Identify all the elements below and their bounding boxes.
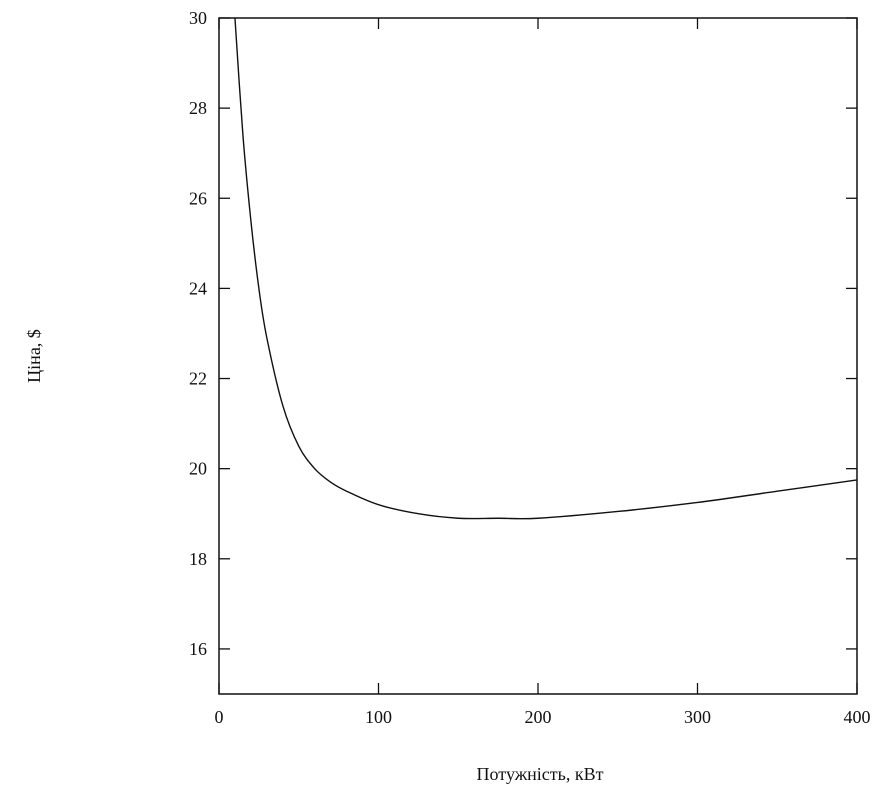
y-tick-label: 26 (189, 188, 207, 208)
x-tick-label: 200 (525, 707, 552, 727)
x-tick-label: 0 (215, 707, 224, 727)
y-tick-label: 24 (189, 278, 207, 298)
tick-labels: 0 100 200 300 400 16 18 20 22 24 26 28 30 (189, 8, 871, 727)
y-tick-label: 18 (189, 549, 207, 569)
y-tick-label: 22 (189, 369, 207, 389)
x-axis-label: Потужність, кВт (477, 764, 604, 784)
y-tick-label: 28 (189, 98, 207, 118)
x-tick-label: 400 (844, 707, 871, 727)
tick-marks (218, 17, 858, 694)
plot-frame (218, 17, 858, 695)
x-tick-label: 100 (365, 707, 392, 727)
y-tick-label: 16 (189, 639, 207, 659)
x-tick-label: 300 (684, 707, 711, 727)
y-axis-label: Ціна, $ (24, 329, 44, 383)
y-tick-label: 30 (189, 8, 207, 28)
series-line (234, 17, 858, 520)
y-tick-label: 20 (189, 459, 207, 479)
